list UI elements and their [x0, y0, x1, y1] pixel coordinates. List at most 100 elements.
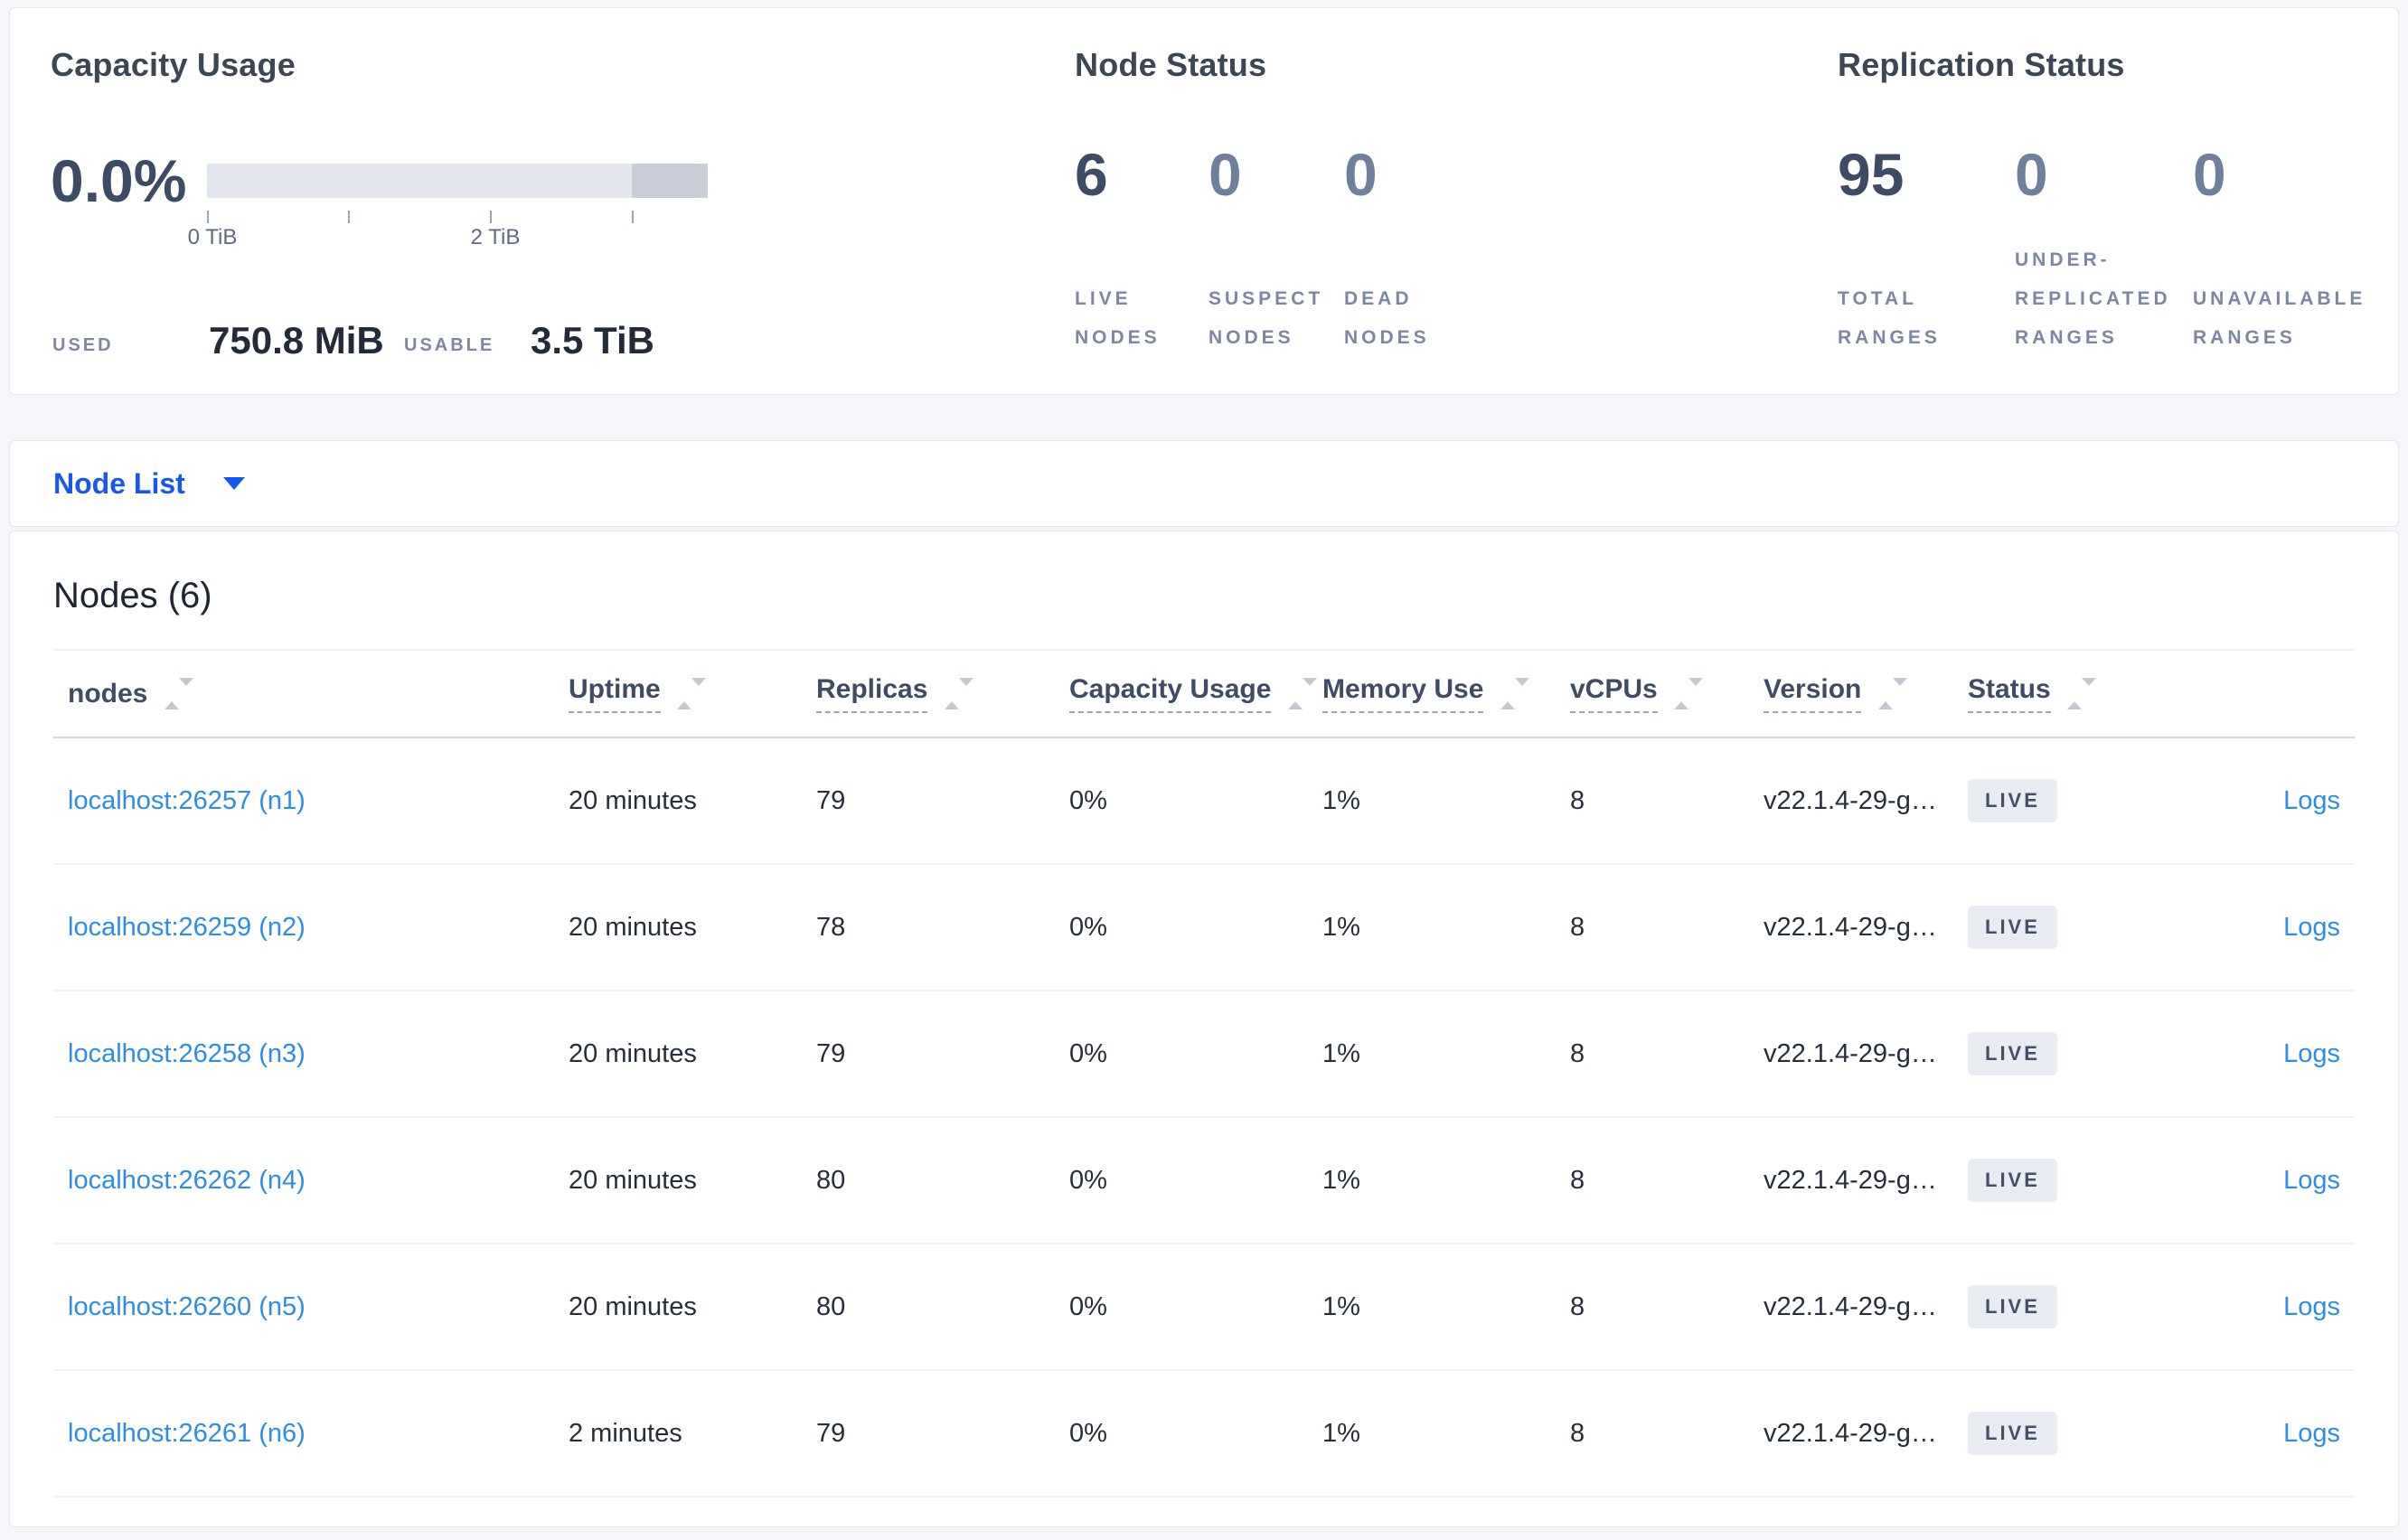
- total-ranges-label: TOTAL RANGES: [1838, 288, 1941, 348]
- capacity-cell: 0%: [1069, 737, 1322, 865]
- vcpus-cell: 8: [1570, 1370, 1764, 1498]
- dead-nodes-stat: 0 DEAD NODES: [1344, 142, 1462, 357]
- node-link[interactable]: localhost:26257 (n1): [68, 785, 306, 815]
- memory-cell: 1%: [1322, 991, 1570, 1118]
- sort-icon: [1287, 677, 1317, 709]
- logs-link[interactable]: Logs: [2283, 1418, 2340, 1448]
- capacity-cell: 0%: [1069, 1244, 1322, 1371]
- column-header-vcpus[interactable]: vCPUs: [1570, 649, 1764, 738]
- status-badge: LIVE: [1968, 1412, 2057, 1455]
- suspect-nodes-value: 0: [1209, 141, 1242, 208]
- capacity-bar-tail-segment: [631, 164, 708, 198]
- sort-icon: [164, 677, 193, 709]
- version-cell: v22.1.4-29-g…: [1764, 1244, 1968, 1371]
- version-cell: v22.1.4-29-g…: [1764, 737, 1968, 865]
- replicas-cell: 79: [816, 991, 1069, 1118]
- node-status-title: Node Status: [1075, 46, 1267, 83]
- capacity-usage-bar: [207, 164, 708, 198]
- sort-icon: [1877, 677, 1907, 709]
- node-link[interactable]: localhost:26258 (n3): [68, 1038, 306, 1068]
- memory-cell: 1%: [1322, 1370, 1570, 1498]
- version-cell: v22.1.4-29-g…: [1764, 1370, 1968, 1498]
- replicas-cell: 78: [816, 864, 1069, 991]
- vcpus-cell: 8: [1570, 1117, 1764, 1244]
- column-header-uptime[interactable]: Uptime: [569, 649, 816, 738]
- live-nodes-value: 6: [1075, 141, 1108, 208]
- node-link[interactable]: localhost:26260 (n5): [68, 1291, 306, 1321]
- usable-label: USABLE: [404, 335, 495, 355]
- node-list-dropdown-label: Node List: [53, 466, 185, 500]
- status-badge: LIVE: [1968, 1032, 2057, 1075]
- capacity-bar-usable-segment: [207, 164, 632, 198]
- uptime-cell: 20 minutes: [569, 1117, 816, 1244]
- version-cell: v22.1.4-29-g…: [1764, 1117, 1968, 1244]
- uptime-cell: 20 minutes: [569, 737, 816, 865]
- node-link[interactable]: localhost:26261 (n6): [68, 1418, 306, 1448]
- under-replicated-ranges-value: 0: [2015, 141, 2048, 208]
- memory-cell: 1%: [1322, 1117, 1570, 1244]
- capacity-usage-title: Capacity Usage: [51, 46, 296, 83]
- logs-link[interactable]: Logs: [2283, 1038, 2340, 1068]
- under-replicated-ranges-stat: 0 UNDER-REPLICATED RANGES: [2015, 142, 2187, 357]
- unavailable-ranges-value: 0: [2193, 141, 2226, 208]
- node-list-dropdown-bar: Node List: [9, 440, 2399, 527]
- sort-icon: [1500, 677, 1529, 709]
- table-row: localhost:26262 (n4) 20 minutes 80 0% 1%…: [53, 1117, 2355, 1244]
- sort-icon: [1674, 677, 1704, 709]
- column-header-nodes[interactable]: nodes: [53, 649, 569, 738]
- status-badge: LIVE: [1968, 779, 2057, 822]
- column-header-capacity-usage[interactable]: Capacity Usage: [1069, 649, 1322, 738]
- uptime-cell: 20 minutes: [569, 991, 816, 1118]
- node-link[interactable]: localhost:26259 (n2): [68, 912, 306, 942]
- logs-link[interactable]: Logs: [2283, 1165, 2340, 1195]
- live-nodes-stat: 6 LIVE NODES: [1075, 142, 1192, 357]
- capacity-cell: 0%: [1069, 864, 1322, 991]
- table-row: localhost:26260 (n5) 20 minutes 80 0% 1%…: [53, 1244, 2355, 1371]
- vcpus-cell: 8: [1570, 991, 1764, 1118]
- node-link[interactable]: localhost:26262 (n4): [68, 1165, 306, 1195]
- used-label: USED: [52, 335, 114, 355]
- table-row: localhost:26258 (n3) 20 minutes 79 0% 1%…: [53, 991, 2355, 1118]
- column-header-version[interactable]: Version: [1764, 649, 1968, 738]
- column-header-memory-use[interactable]: Memory Use: [1322, 649, 1570, 738]
- total-ranges-stat: 95 TOTAL RANGES: [1838, 142, 1964, 357]
- sort-icon: [2067, 677, 2097, 709]
- uptime-cell: 20 minutes: [569, 1244, 816, 1371]
- under-replicated-ranges-label: UNDER-REPLICATED RANGES: [2015, 249, 2171, 348]
- replicas-cell: 80: [816, 1117, 1069, 1244]
- version-cell: v22.1.4-29-g…: [1764, 864, 1968, 991]
- chevron-down-icon: [222, 477, 245, 490]
- capacity-axis-label-0: 0 TiB: [187, 225, 238, 249]
- capacity-axis-tick: [632, 211, 634, 223]
- capacity-used-usable-row: USED 750.8 MiB USABLE 3.5 TiB: [10, 8, 2398, 394]
- capacity-cell: 0%: [1069, 991, 1322, 1118]
- dead-nodes-value: 0: [1344, 141, 1378, 208]
- sort-icon: [944, 677, 974, 709]
- node-list-dropdown[interactable]: Node List: [10, 441, 2398, 526]
- status-badge: LIVE: [1968, 1159, 2057, 1202]
- version-cell: v22.1.4-29-g…: [1764, 991, 1968, 1118]
- capacity-axis-label-2: 2 TiB: [470, 225, 521, 249]
- used-value: 750.8 MiB: [209, 319, 384, 362]
- status-badge: LIVE: [1968, 906, 2057, 949]
- column-header-status[interactable]: Status: [1968, 649, 2206, 738]
- logs-link[interactable]: Logs: [2283, 1291, 2340, 1321]
- usable-value: 3.5 TiB: [531, 319, 654, 362]
- table-header-row: nodes Uptime Replicas Capacity Usage: [53, 649, 2355, 738]
- capacity-cell: 0%: [1069, 1370, 1322, 1498]
- table-row: localhost:26261 (n6) 2 minutes 79 0% 1% …: [53, 1370, 2355, 1498]
- uptime-cell: 2 minutes: [569, 1370, 816, 1498]
- capacity-axis-tick: [207, 211, 209, 223]
- logs-link[interactable]: Logs: [2283, 912, 2340, 942]
- column-header-logs: [2206, 649, 2355, 738]
- total-ranges-value: 95: [1838, 141, 1905, 208]
- memory-cell: 1%: [1322, 737, 1570, 865]
- dead-nodes-label: DEAD NODES: [1344, 288, 1430, 348]
- live-nodes-label: LIVE NODES: [1075, 288, 1161, 348]
- vcpus-cell: 8: [1570, 1244, 1764, 1371]
- memory-cell: 1%: [1322, 1244, 1570, 1371]
- uptime-cell: 20 minutes: [569, 864, 816, 991]
- logs-link[interactable]: Logs: [2283, 785, 2340, 815]
- column-header-replicas[interactable]: Replicas: [816, 649, 1069, 738]
